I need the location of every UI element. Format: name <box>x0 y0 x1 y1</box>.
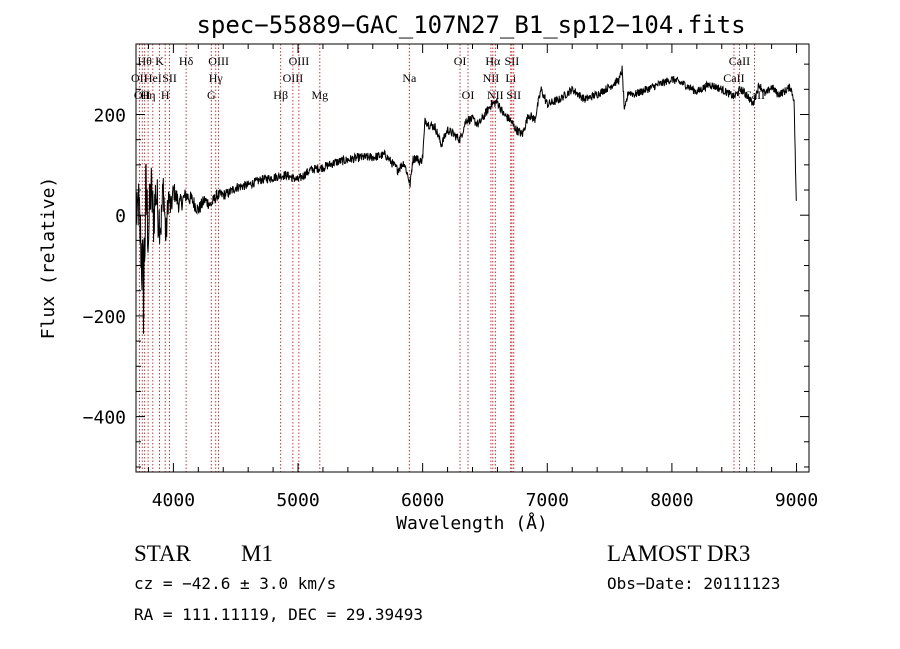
line-label: G <box>207 88 216 102</box>
line-label: OIII <box>283 71 304 85</box>
line-label: SII <box>162 71 177 85</box>
survey-label: LAMOST DR3 <box>607 541 750 566</box>
line-label: Hδ <box>179 54 194 68</box>
obs-date-text: Obs−Date: 20111123 <box>607 574 780 593</box>
coordinates-text: RA = 111.11119, DEC = 29.39493 <box>134 605 423 624</box>
y-tick-label: −200 <box>83 307 126 328</box>
subclass-label: M1 <box>241 541 273 566</box>
x-tick-label: 4000 <box>152 490 195 511</box>
line-label: Li <box>505 71 516 85</box>
y-tick-label: 0 <box>115 206 126 227</box>
line-label: Na <box>402 71 417 85</box>
plot-frame <box>135 43 810 473</box>
spectrum-line <box>135 65 797 334</box>
line-label: SII <box>506 88 521 102</box>
line-label: K <box>155 54 164 68</box>
line-label: NII <box>483 71 500 85</box>
line-label: HeI <box>144 71 162 85</box>
x-tick-label: 7000 <box>526 490 569 511</box>
x-tick-label: 6000 <box>401 490 444 511</box>
line-label: NII <box>487 88 504 102</box>
line-label: OIII <box>208 54 229 68</box>
chart-title: spec−55889−GAC_107N27_B1_sp12−104.fits <box>196 11 745 39</box>
y-tick-label: −400 <box>83 408 126 429</box>
line-label: Hα <box>485 54 501 68</box>
line-label: OIII <box>289 54 310 68</box>
y-tick-label: 200 <box>93 105 126 126</box>
axis-ticks: 4000 5000 6000 7000 8000 9000 −400 −200 0 200 <box>83 44 818 511</box>
line-label: OII <box>134 88 151 102</box>
line-label: CaII <box>723 71 744 85</box>
line-label: Hη <box>141 88 156 102</box>
x-tick-label: 8000 <box>650 490 693 511</box>
x-tick-label: 9000 <box>775 490 818 511</box>
line-label: H <box>161 88 170 102</box>
line-label: OII <box>131 71 148 85</box>
class-label: STAR <box>134 541 192 566</box>
line-markers: OIIOIIHθHηHeIKHSIIHδGHγOIIIHβOIIIOIIIMgN… <box>131 44 765 472</box>
line-label: Mg <box>311 88 328 102</box>
line-label: OI <box>462 88 475 102</box>
line-label: SII <box>505 54 520 68</box>
line-label: Hβ <box>273 88 288 102</box>
y-axis-label: Flux (relative) <box>38 177 59 340</box>
x-tick-label: 5000 <box>276 490 319 511</box>
line-label: Hθ <box>138 54 153 68</box>
redshift-text: cz = −42.6 ± 3.0 km/s <box>134 574 336 593</box>
line-label: CaII <box>729 54 750 68</box>
line-label: Hγ <box>209 71 224 85</box>
x-axis-label: Wavelength (Å) <box>396 512 548 534</box>
line-label: OI <box>454 54 467 68</box>
